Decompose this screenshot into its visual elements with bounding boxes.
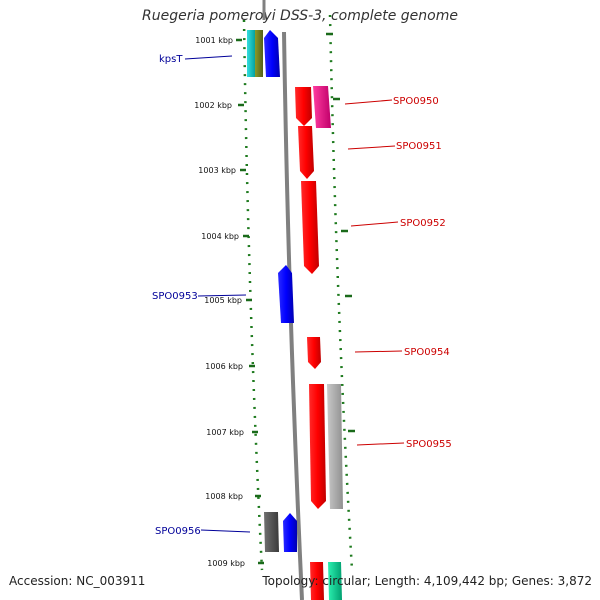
connector-kpsT: [184, 55, 233, 60]
tick-label-1002: 1002 kbp: [194, 101, 232, 110]
connector-SPO0950: [344, 99, 393, 105]
label-SPO0956[interactable]: SPO0956: [155, 526, 201, 537]
gene-SPO0952[interactable]: [301, 181, 319, 274]
connector-SPO0955: [356, 442, 405, 446]
gene-bottom-teal[interactable]: [328, 562, 342, 600]
label-SPO0951[interactable]: SPO0951: [396, 141, 442, 152]
label-SPO0950[interactable]: SPO0950: [393, 96, 439, 107]
gene-olive[interactable]: [255, 30, 263, 77]
tick-label-1008: 1008 kbp: [205, 492, 243, 501]
tick-marks: [236, 32, 355, 565]
gene-light-grey[interactable]: [327, 384, 343, 509]
tick-label-1003: 1003 kbp: [198, 166, 236, 175]
connector-SPO0953: [197, 294, 247, 297]
label-kpsT[interactable]: kpsT: [159, 54, 183, 65]
label-SPO0955[interactable]: SPO0955: [406, 439, 452, 450]
gene-pink[interactable]: [313, 86, 331, 128]
connector-SPO0952: [350, 221, 399, 227]
tick-label-1004: 1004 kbp: [201, 232, 239, 241]
gene-SPO0950[interactable]: [295, 87, 312, 126]
connector-SPO0954: [354, 350, 403, 353]
connector-SPO0951: [347, 145, 396, 150]
gene-SPO0953[interactable]: [278, 265, 294, 323]
connector-SPO0956: [200, 529, 251, 533]
gene-dark-grey[interactable]: [264, 512, 279, 552]
tick-label-1009: 1009 kbp: [207, 559, 245, 568]
inner-scale-dots: [242, 19, 264, 571]
label-SPO0952[interactable]: SPO0952: [400, 218, 446, 229]
gene-SPO0956[interactable]: [283, 513, 297, 552]
accession-text: Accession: NC_003911: [9, 574, 146, 588]
tick-label-1005: 1005 kbp: [204, 296, 242, 305]
tick-label-1006: 1006 kbp: [205, 362, 243, 371]
gene-SPO0951[interactable]: [298, 126, 314, 179]
genome-summary-text: Topology: circular; Length: 4,109,442 bp…: [262, 574, 592, 588]
tick-label-1001: 1001 kbp: [195, 36, 233, 45]
map-title: Ruegeria pomeroyi DSS-3, complete genome: [142, 8, 458, 24]
label-SPO0953[interactable]: SPO0953: [152, 291, 198, 302]
gene-cyan[interactable]: [247, 30, 256, 77]
gene-bottom-red[interactable]: [310, 562, 324, 600]
gene-kpsT[interactable]: [264, 30, 280, 77]
tick-label-1007: 1007 kbp: [206, 428, 244, 437]
label-SPO0954[interactable]: SPO0954: [404, 347, 450, 358]
gene-SPO0954[interactable]: [307, 337, 321, 369]
gene-SPO0955[interactable]: [309, 384, 326, 509]
